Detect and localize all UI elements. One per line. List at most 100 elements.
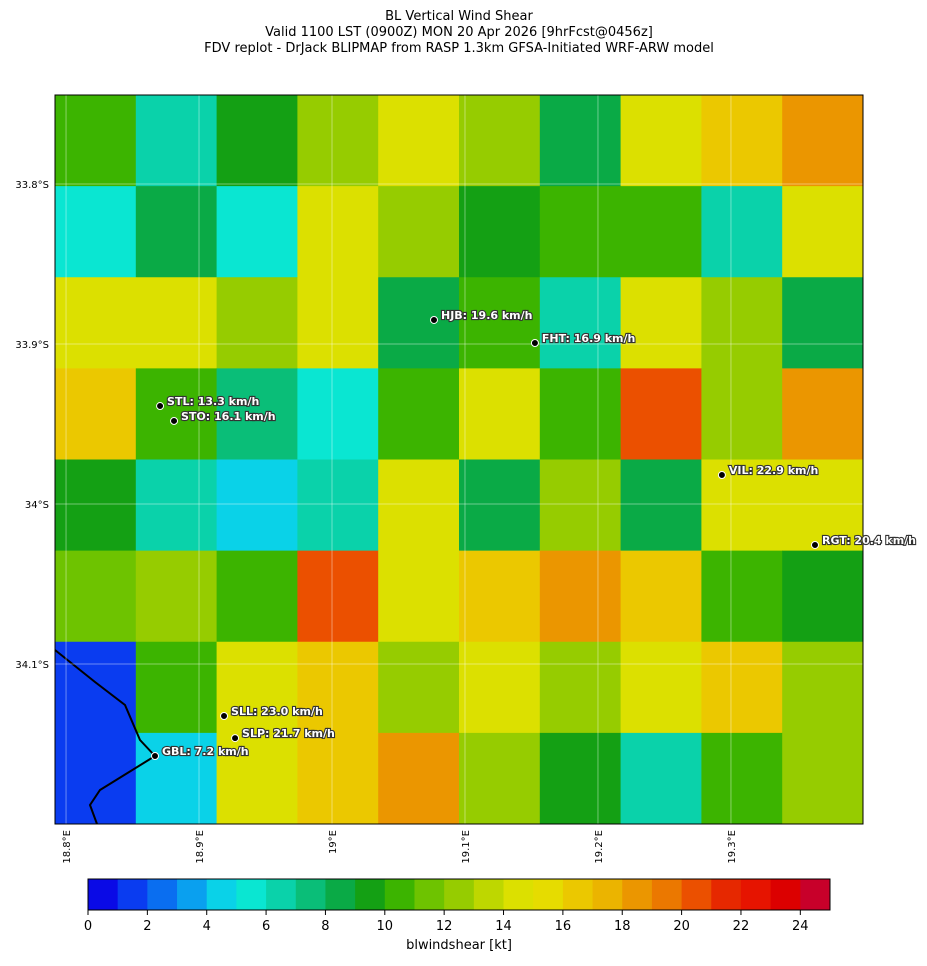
- station-marker: [170, 416, 179, 425]
- field-cell: [701, 186, 783, 278]
- y-tick-label: 33.8°S: [15, 180, 49, 191]
- colorbar-swatch: [325, 879, 356, 910]
- field-cell: [297, 95, 379, 187]
- field-cell: [297, 277, 379, 369]
- station-label: SLP: 21.7 km/h: [242, 727, 335, 740]
- field-cell: [620, 277, 702, 369]
- field-cell: [620, 368, 702, 460]
- station-label: SLL: 23.0 km/h: [231, 705, 323, 718]
- colorbar-tick-label: 4: [203, 919, 211, 934]
- field-cell: [55, 277, 137, 369]
- colorbar-tick-label: 18: [614, 919, 631, 934]
- field-cell: [539, 368, 622, 460]
- field-cell: [701, 368, 783, 460]
- field-cell: [620, 641, 702, 734]
- colorbar-tick-label: 0: [84, 919, 92, 934]
- station-marker: [810, 540, 819, 549]
- field-cell: [539, 641, 622, 734]
- field-cell: [297, 550, 379, 643]
- field-cell: [135, 732, 218, 825]
- field-cell: [135, 641, 218, 734]
- field-cell: [378, 95, 460, 187]
- field-cell: [782, 95, 864, 187]
- colorbar-tick-label: 6: [262, 919, 270, 934]
- colorbar-swatch: [681, 879, 712, 910]
- field-cell: [216, 186, 298, 278]
- colorbar-swatch: [236, 879, 267, 910]
- field-cell: [135, 277, 218, 369]
- colorbar-tick-label: 14: [495, 919, 512, 934]
- field-cell: [620, 732, 702, 825]
- colorbar-swatch: [770, 879, 801, 910]
- y-tick-label: 34.1°S: [15, 660, 49, 671]
- field-cell: [216, 368, 298, 460]
- field-cell: [135, 550, 218, 643]
- field-cell: [782, 186, 864, 278]
- field-cell: [620, 95, 702, 187]
- x-tick-label: 18.9°E: [195, 830, 206, 864]
- colorbar-swatch: [562, 879, 593, 910]
- station-label: HJB: 19.6 km/h: [441, 309, 533, 322]
- field-cell: [55, 95, 137, 187]
- field-cell: [782, 550, 864, 643]
- field-cell: [297, 186, 379, 278]
- colorbar-swatch: [740, 879, 772, 910]
- colorbar-tick-label: 20: [673, 919, 690, 934]
- field-cell: [216, 550, 298, 643]
- field-cell: [539, 186, 622, 278]
- colorbar-swatch: [384, 879, 415, 910]
- colorbar-swatch: [503, 879, 534, 910]
- field-cell: [782, 277, 864, 369]
- colorbar-swatch: [444, 879, 475, 910]
- field-cell: [782, 732, 864, 825]
- colorbar-tick-label: 8: [321, 919, 329, 934]
- colorbar-swatch: [177, 879, 208, 910]
- field-cell: [701, 459, 783, 552]
- colorbar-tick-label: 22: [733, 919, 750, 934]
- field-cell: [459, 368, 541, 460]
- field-cell: [378, 732, 460, 825]
- field-cell: [216, 95, 298, 187]
- field-cell: [620, 550, 702, 643]
- field-cell: [55, 732, 137, 825]
- colorbar-swatch: [800, 879, 831, 910]
- map-frame: [54, 94, 864, 825]
- field-cell: [135, 95, 218, 187]
- field-cell: [539, 277, 622, 369]
- colorbar-swatch: [355, 879, 386, 910]
- colorbar-label: blwindshear [kt]: [406, 938, 512, 953]
- x-tick-label: 19°E: [328, 830, 339, 854]
- field-cell: [701, 550, 783, 643]
- field-cell: [378, 368, 460, 460]
- field-cell: [55, 641, 137, 734]
- colorbar-swatch: [117, 879, 148, 910]
- station-marker: [151, 751, 160, 760]
- field-cell: [701, 641, 783, 734]
- station-label: STO: 16.1 km/h: [181, 410, 276, 423]
- field-cell: [620, 186, 702, 278]
- colorbar-tick-label: 16: [555, 919, 572, 934]
- colorbar-frame: [87, 878, 831, 911]
- colorbar-swatch: [592, 879, 623, 910]
- field-cell: [701, 732, 783, 825]
- colorbar-swatch: [651, 879, 682, 910]
- field-cell: [701, 277, 783, 369]
- field-cell: [297, 641, 379, 734]
- field-cell: [620, 459, 702, 552]
- field-cell: [378, 641, 460, 734]
- field-cell: [216, 277, 298, 369]
- colorbar-swatch: [206, 879, 237, 910]
- field-cell: [297, 368, 379, 460]
- station-marker: [717, 471, 726, 480]
- colorbar-swatch: [414, 879, 445, 910]
- colorbar-swatch: [473, 879, 504, 910]
- field-cell: [55, 550, 137, 643]
- field-cell: [782, 459, 864, 552]
- field-cell: [378, 277, 460, 369]
- field-cell: [459, 186, 541, 278]
- station-marker: [220, 711, 229, 720]
- station-marker: [231, 734, 240, 743]
- coastline: [54, 649, 157, 825]
